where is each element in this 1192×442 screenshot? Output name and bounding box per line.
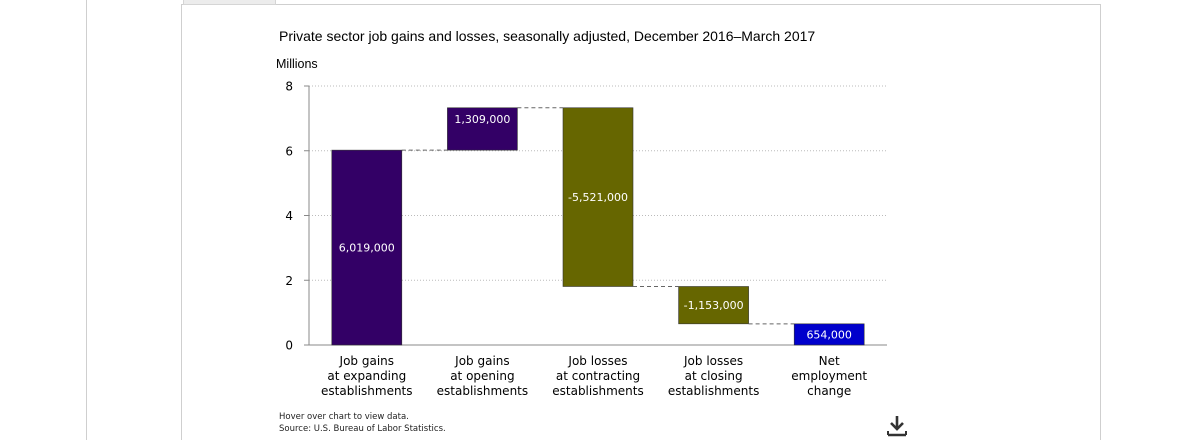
waterfall-bar xyxy=(331,149,403,346)
x-tick-label: establishments xyxy=(668,384,759,398)
chart-panel xyxy=(181,4,1101,440)
x-tick-label: establishments xyxy=(321,384,412,398)
x-tick-label: Job losses xyxy=(683,354,743,368)
y-tick-label: 4 xyxy=(285,209,293,223)
chart-title: Private sector job gains and losses, sea… xyxy=(279,28,816,44)
x-tick-label: Net xyxy=(819,354,840,368)
x-tick-label: Job losses xyxy=(567,354,627,368)
x-tick-label: at contracting xyxy=(556,369,640,383)
x-tick-label: employment xyxy=(791,369,867,383)
hover-note: Hover over chart to view data. xyxy=(279,412,409,422)
y-tick-label: 6 xyxy=(285,144,293,158)
x-tick-label: change xyxy=(807,384,851,398)
y-axis-units-label: Millions xyxy=(276,57,318,71)
tab-stub[interactable] xyxy=(183,0,276,5)
x-tick-label: Job gains xyxy=(454,354,509,368)
waterfall-bar xyxy=(562,107,634,287)
waterfall-bar xyxy=(793,323,865,346)
source-note: Source: U.S. Bureau of Labor Statistics. xyxy=(279,424,446,434)
y-tick-label: 2 xyxy=(285,274,293,288)
waterfall-bar xyxy=(447,107,518,151)
x-tick-label: establishments xyxy=(552,384,643,398)
x-tick-label: at closing xyxy=(685,369,743,383)
data-label: 6,019,000 xyxy=(339,242,395,255)
y-tick-label: 8 xyxy=(285,80,293,94)
x-tick-label: establishments xyxy=(437,384,528,398)
x-tick-label: at expanding xyxy=(327,369,406,383)
y-tick-label: 0 xyxy=(285,339,293,353)
data-label: 654,000 xyxy=(806,328,852,341)
x-tick-label: at opening xyxy=(450,369,514,383)
data-label: -1,153,000 xyxy=(684,299,744,312)
page-border xyxy=(86,0,87,440)
data-label: -5,521,000 xyxy=(568,191,628,204)
waterfall-bar xyxy=(678,286,749,325)
download-icon[interactable] xyxy=(885,414,909,438)
data-label: 1,309,000 xyxy=(454,113,510,126)
x-tick-label: Job gains xyxy=(339,354,394,368)
